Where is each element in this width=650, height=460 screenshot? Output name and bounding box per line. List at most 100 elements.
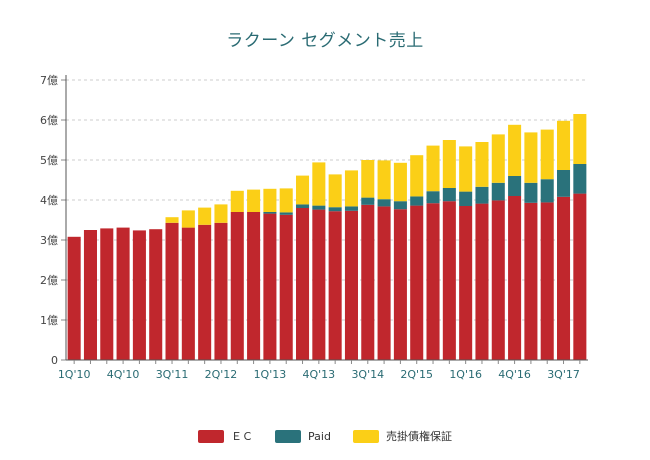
bar-segment bbox=[410, 205, 424, 360]
bar-segment bbox=[361, 197, 375, 205]
legend-swatch bbox=[275, 429, 302, 443]
bar-segment bbox=[214, 204, 228, 223]
legend-swatch bbox=[352, 429, 379, 443]
x-tick-label: 3Q'11 bbox=[156, 368, 189, 381]
x-tick-label: 2Q'15 bbox=[400, 368, 433, 381]
bar-segment bbox=[410, 196, 424, 206]
bar-segment bbox=[165, 217, 179, 223]
y-tick-label: 2億 bbox=[40, 274, 58, 287]
bar-segment bbox=[524, 182, 538, 203]
bar-segment bbox=[312, 162, 326, 206]
bar-segment bbox=[377, 206, 391, 360]
bar-segment bbox=[524, 132, 538, 183]
bar-segment bbox=[426, 203, 440, 360]
bar-segment bbox=[263, 188, 277, 212]
bar-segment bbox=[149, 229, 163, 360]
bar-segment bbox=[557, 170, 571, 197]
bar-segment bbox=[426, 145, 440, 192]
bar-segment bbox=[540, 129, 554, 180]
bar-segment bbox=[328, 174, 342, 208]
y-tick-label: 0 bbox=[51, 354, 58, 367]
y-tick-label: 3億 bbox=[40, 234, 58, 247]
y-tick-label: 4億 bbox=[40, 194, 58, 207]
y-tick-label: 1億 bbox=[40, 314, 58, 327]
bar-segment bbox=[377, 199, 391, 207]
bar-segment bbox=[524, 202, 538, 360]
x-tick-label: 4Q'10 bbox=[107, 368, 140, 381]
bar-segment bbox=[361, 204, 375, 360]
y-tick-label: 6億 bbox=[40, 114, 58, 127]
bar-segment bbox=[279, 214, 293, 360]
bar-segment bbox=[312, 205, 326, 210]
bar-segment bbox=[557, 120, 571, 170]
bar-segment bbox=[198, 224, 212, 360]
bar-segment bbox=[67, 236, 81, 360]
bar-segment bbox=[475, 203, 489, 360]
legend-label: Paid bbox=[308, 429, 331, 443]
bar-segment bbox=[573, 164, 587, 194]
y-tick-label: 5億 bbox=[40, 154, 58, 167]
legend-item[interactable]: ＥＣ bbox=[198, 428, 253, 444]
bar-segment bbox=[459, 146, 473, 192]
bar-segment bbox=[442, 201, 456, 360]
bar-segment bbox=[344, 206, 358, 211]
legend-label: ＥＣ bbox=[231, 430, 254, 443]
bar-segment bbox=[573, 193, 587, 360]
bar-segment bbox=[83, 230, 97, 360]
bar-segment bbox=[442, 140, 456, 188]
bar-segment bbox=[312, 209, 326, 360]
legend-swatch bbox=[198, 429, 225, 443]
bar-segment bbox=[296, 208, 310, 360]
bar-segment bbox=[181, 227, 195, 360]
bar-segment bbox=[344, 210, 358, 360]
bar-segment bbox=[361, 160, 375, 198]
bar-segment bbox=[116, 227, 130, 360]
bar-segment bbox=[557, 196, 571, 360]
bar-segment bbox=[328, 211, 342, 360]
bar-segment bbox=[426, 191, 440, 204]
bar-segment bbox=[442, 188, 456, 202]
bar-segment bbox=[540, 179, 554, 203]
bar-segment bbox=[393, 162, 407, 202]
x-tick-label: 1Q'10 bbox=[58, 368, 91, 381]
bar-segment bbox=[279, 212, 293, 215]
x-tick-label: 4Q'16 bbox=[498, 368, 531, 381]
bar-segment bbox=[508, 176, 522, 196]
bar-segment bbox=[573, 114, 587, 164]
bar-segment bbox=[181, 210, 195, 228]
bar-segment bbox=[475, 186, 489, 204]
bar-segment bbox=[540, 202, 554, 360]
bar-segment bbox=[475, 142, 489, 187]
bar-segment bbox=[279, 188, 293, 213]
bar-segment bbox=[247, 212, 261, 360]
chart-title: ラクーン セグメント売上 bbox=[226, 31, 424, 51]
bar-segment bbox=[230, 212, 244, 360]
bar-segment bbox=[165, 222, 179, 360]
x-tick-label: 1Q'13 bbox=[254, 368, 287, 381]
bar-segment bbox=[393, 209, 407, 360]
bar-segment bbox=[491, 134, 505, 183]
legend-item[interactable]: Paid bbox=[275, 429, 331, 443]
bar-segment bbox=[230, 190, 244, 212]
bar-segment bbox=[296, 204, 310, 208]
x-tick-label: 4Q'13 bbox=[303, 368, 336, 381]
x-tick-label: 3Q'17 bbox=[547, 368, 580, 381]
bar-segment bbox=[198, 207, 212, 225]
legend-item[interactable]: 売掛債権保証 bbox=[352, 428, 452, 444]
bar-segment bbox=[214, 222, 228, 360]
bar-segment bbox=[459, 191, 473, 206]
x-tick-label: 2Q'12 bbox=[205, 368, 238, 381]
bar-segment bbox=[410, 155, 424, 197]
bar-segment bbox=[100, 228, 114, 360]
bar-segment bbox=[247, 189, 261, 212]
x-tick-label: 3Q'14 bbox=[351, 368, 384, 381]
bar-segment bbox=[328, 207, 342, 212]
bar-segment bbox=[508, 196, 522, 360]
bar-segment bbox=[491, 200, 505, 360]
bar-segment bbox=[491, 182, 505, 201]
legend: ＥＣ Paid 売掛債権保証 bbox=[0, 428, 650, 444]
y-tick-label: 7億 bbox=[40, 74, 58, 87]
bar-segment bbox=[263, 212, 277, 214]
legend-label: 売掛債権保証 bbox=[385, 430, 452, 443]
